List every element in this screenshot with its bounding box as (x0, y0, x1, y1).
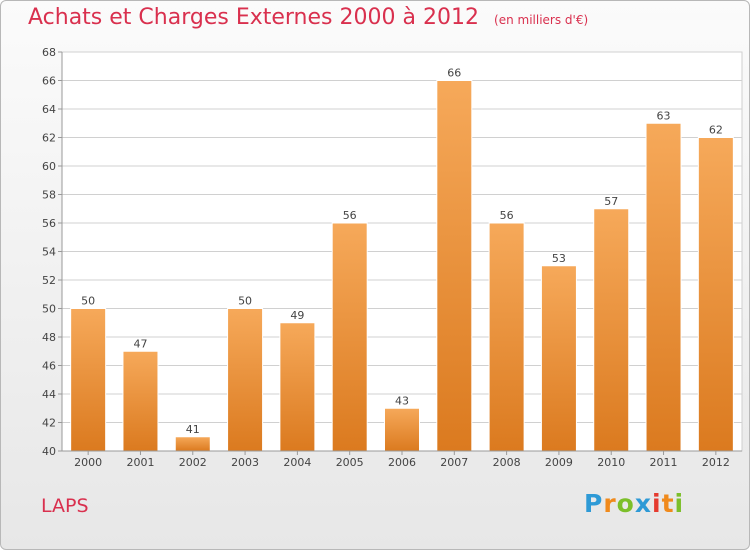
x-tick-label: 2006 (388, 456, 416, 469)
x-tick-label: 2005 (336, 456, 364, 469)
place-name: LAPS (41, 495, 89, 517)
x-tick-label: 2001 (126, 456, 154, 469)
x-tick-label: 2010 (597, 456, 625, 469)
x-tick-label: 2008 (493, 456, 521, 469)
data-label: 49 (290, 309, 304, 322)
logo-letter: r (603, 489, 617, 518)
data-label: 63 (657, 109, 671, 122)
y-tick-label: 60 (42, 160, 56, 173)
data-label: 57 (604, 195, 618, 208)
axis-layer: 40 42 44 46 48 50 52 54 56 58 60 62 64 66 68 2000 2001 20… (42, 46, 742, 469)
title-row: Achats et Charges Externes 2000 à 2012 (… (28, 5, 588, 30)
data-label: 66 (447, 67, 461, 80)
y-tick-label: 44 (42, 388, 56, 401)
y-tick-label: 66 (42, 75, 56, 88)
data-label: 50 (81, 295, 95, 308)
data-label: 62 (709, 124, 723, 137)
bar-2002 (174, 436, 211, 452)
x-tick-label: 2000 (74, 456, 102, 469)
y-tick-label: 50 (42, 303, 56, 316)
bar-2007 (436, 80, 473, 452)
bar-2008 (488, 222, 525, 452)
y-tick-label: 46 (42, 360, 56, 373)
bar-2011 (645, 122, 682, 452)
y-tick-label: 68 (42, 46, 56, 59)
bar-2005 (331, 222, 368, 452)
y-tick-label: 52 (42, 274, 56, 287)
bar-2010 (593, 208, 630, 452)
y-tick-label: 58 (42, 189, 56, 202)
x-tick-label: 2011 (650, 456, 678, 469)
bar-2004 (279, 322, 316, 452)
logo-letter: i (652, 489, 662, 518)
logo-letter: o (616, 489, 635, 518)
bar-2006 (384, 407, 420, 452)
logo-letter: x (634, 489, 652, 518)
data-label: 41 (186, 423, 200, 436)
bar-2001 (122, 350, 159, 452)
x-tick-label: 2007 (440, 456, 468, 469)
data-label: 53 (552, 252, 566, 265)
bar-2000 (70, 308, 107, 452)
label-layer: 50 47 41 50 49 56 43 66 56 53 57 63 62 (81, 67, 723, 436)
chart-title: Achats et Charges Externes 2000 à 2012 (28, 5, 479, 30)
y-tick-label: 54 (42, 246, 56, 259)
x-tick-label: 2003 (231, 456, 259, 469)
y-tick-label: 40 (42, 445, 56, 458)
x-tick-label: 2004 (283, 456, 311, 469)
data-label: 50 (238, 295, 252, 308)
x-tick-label: 2009 (545, 456, 573, 469)
logo-letter: i (674, 489, 685, 518)
y-tick-label: 56 (42, 217, 56, 230)
y-tick-label: 62 (42, 132, 56, 145)
y-tick-label: 64 (42, 103, 56, 116)
bar-2012 (697, 137, 734, 452)
brand-logo[interactable]: Proxiti (584, 489, 684, 518)
bar-2009 (540, 265, 577, 452)
y-tick-label: 42 (42, 417, 56, 430)
data-label: 47 (133, 337, 147, 350)
bar-2003 (227, 308, 264, 452)
y-tick-label: 48 (42, 331, 56, 344)
x-tick-label: 2002 (179, 456, 207, 469)
chart-subtitle: (en milliers d'€) (494, 13, 589, 27)
logo-letter: t (661, 489, 675, 518)
data-label: 56 (500, 209, 514, 222)
logo-letter: P (584, 489, 604, 518)
data-label: 43 (395, 394, 409, 407)
data-label: 56 (343, 209, 357, 222)
x-tick-label: 2012 (702, 456, 730, 469)
